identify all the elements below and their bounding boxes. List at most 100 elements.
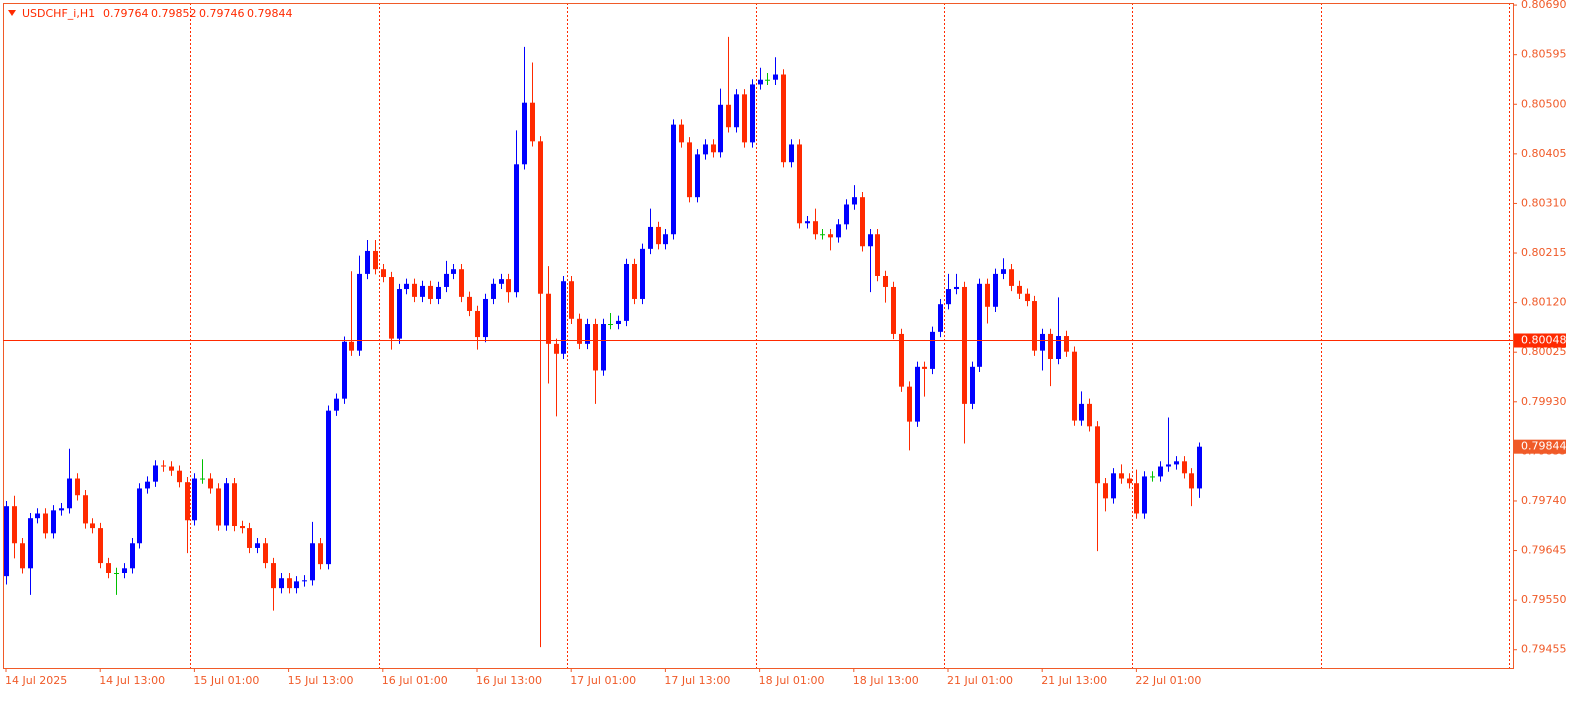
candle-body: [35, 513, 40, 519]
candle-body: [930, 331, 935, 369]
candle-body: [279, 578, 284, 589]
candle-body: [1032, 301, 1037, 351]
candle-body: [263, 543, 268, 564]
y-tick-label: 0.80120: [1521, 296, 1567, 309]
candle-body: [373, 250, 378, 270]
x-tick-label: 16 Jul 01:00: [382, 674, 448, 687]
candle-body: [224, 483, 229, 526]
y-tick-label: 0.80500: [1521, 97, 1567, 110]
candle-body: [922, 366, 927, 369]
candle-body: [734, 94, 739, 128]
candle-body: [208, 478, 213, 489]
candle-body: [883, 275, 888, 287]
candle-body: [499, 279, 504, 284]
candle-body: [852, 197, 857, 205]
symbol: USDCHF_i,H1: [22, 7, 95, 20]
candle-body: [868, 234, 873, 247]
candle-body: [915, 366, 920, 422]
y-tick-label: 0.79930: [1521, 395, 1567, 408]
candle-body: [742, 94, 747, 143]
candle-body: [585, 324, 590, 344]
candle-body: [20, 543, 25, 569]
header-open: 0.79764: [103, 7, 149, 20]
candle-body: [349, 341, 354, 351]
candle-body: [75, 478, 80, 496]
candle-body: [608, 324, 613, 326]
candle-body: [820, 234, 825, 236]
candle-body: [342, 341, 347, 399]
candle-body: [271, 563, 276, 589]
candle-body: [365, 250, 370, 274]
x-tick-label: 14 Jul 13:00: [99, 674, 165, 687]
candle-body: [907, 386, 912, 422]
candle-body: [177, 470, 182, 483]
candle-body: [860, 197, 865, 247]
price-label: 0.79844: [1521, 440, 1567, 453]
candle-body: [954, 286, 959, 290]
candle-body: [83, 495, 88, 524]
candle-body: [640, 248, 645, 299]
candle-body: [255, 543, 260, 548]
header-close: 0.79844: [247, 7, 293, 20]
candle-body: [483, 298, 488, 338]
x-tick-label: 18 Jul 01:00: [759, 674, 825, 687]
candle-body: [624, 263, 629, 321]
candle-body: [51, 510, 56, 534]
candle-body: [240, 526, 245, 529]
candle-body: [1142, 476, 1147, 514]
candle-body: [467, 296, 472, 311]
candle-body: [428, 285, 433, 299]
candle-body: [1166, 464, 1171, 467]
candle-body: [185, 482, 190, 521]
header-low: 0.79746: [199, 7, 245, 20]
candle-body: [59, 508, 64, 511]
candle-body: [357, 273, 362, 351]
candle-body: [632, 263, 637, 299]
candle-body: [554, 343, 559, 354]
candle-body: [1072, 351, 1077, 421]
candle-body: [90, 523, 95, 529]
candle-body: [381, 269, 386, 278]
collapse-icon[interactable]: [8, 10, 16, 16]
candle-body: [985, 283, 990, 307]
candle-body: [1079, 403, 1084, 421]
candle-body: [451, 269, 456, 274]
candle-body: [28, 518, 33, 569]
candle-body: [1134, 483, 1139, 514]
candle-body: [43, 513, 48, 534]
candle-body: [1197, 446, 1202, 489]
candle-body: [1182, 461, 1187, 474]
candle-body: [4, 506, 9, 577]
candle-body: [687, 142, 692, 198]
y-tick-label: 0.79550: [1521, 593, 1567, 606]
x-tick-label: 18 Jul 13:00: [853, 674, 919, 687]
candle-body: [122, 568, 127, 573]
candle-body: [1001, 269, 1006, 274]
candle-body: [577, 318, 582, 344]
candle-body: [397, 289, 402, 339]
candle-body: [302, 580, 307, 582]
candle-body: [813, 221, 818, 235]
candle-body: [1111, 473, 1116, 499]
candle-body: [1009, 269, 1014, 286]
y-tick-label: 0.80310: [1521, 196, 1567, 209]
candle-body: [106, 563, 111, 573]
candle-body: [514, 164, 519, 293]
x-tick-label: 21 Jul 01:00: [947, 674, 1013, 687]
price-label-box: [1514, 439, 1566, 454]
candle-body: [758, 79, 763, 85]
candle-body: [287, 578, 292, 589]
candle-body: [616, 320, 621, 325]
candle-body: [1119, 473, 1124, 479]
candle-body: [459, 269, 464, 297]
candle-body: [805, 221, 810, 224]
candle-body: [648, 226, 653, 249]
y-tick-label: 0.79740: [1521, 494, 1567, 507]
candle-body: [1095, 426, 1100, 484]
candle-body: [1158, 466, 1163, 477]
candle-body: [137, 488, 142, 544]
hline-label: 0.80048: [1521, 334, 1567, 347]
candle-body: [326, 410, 331, 565]
